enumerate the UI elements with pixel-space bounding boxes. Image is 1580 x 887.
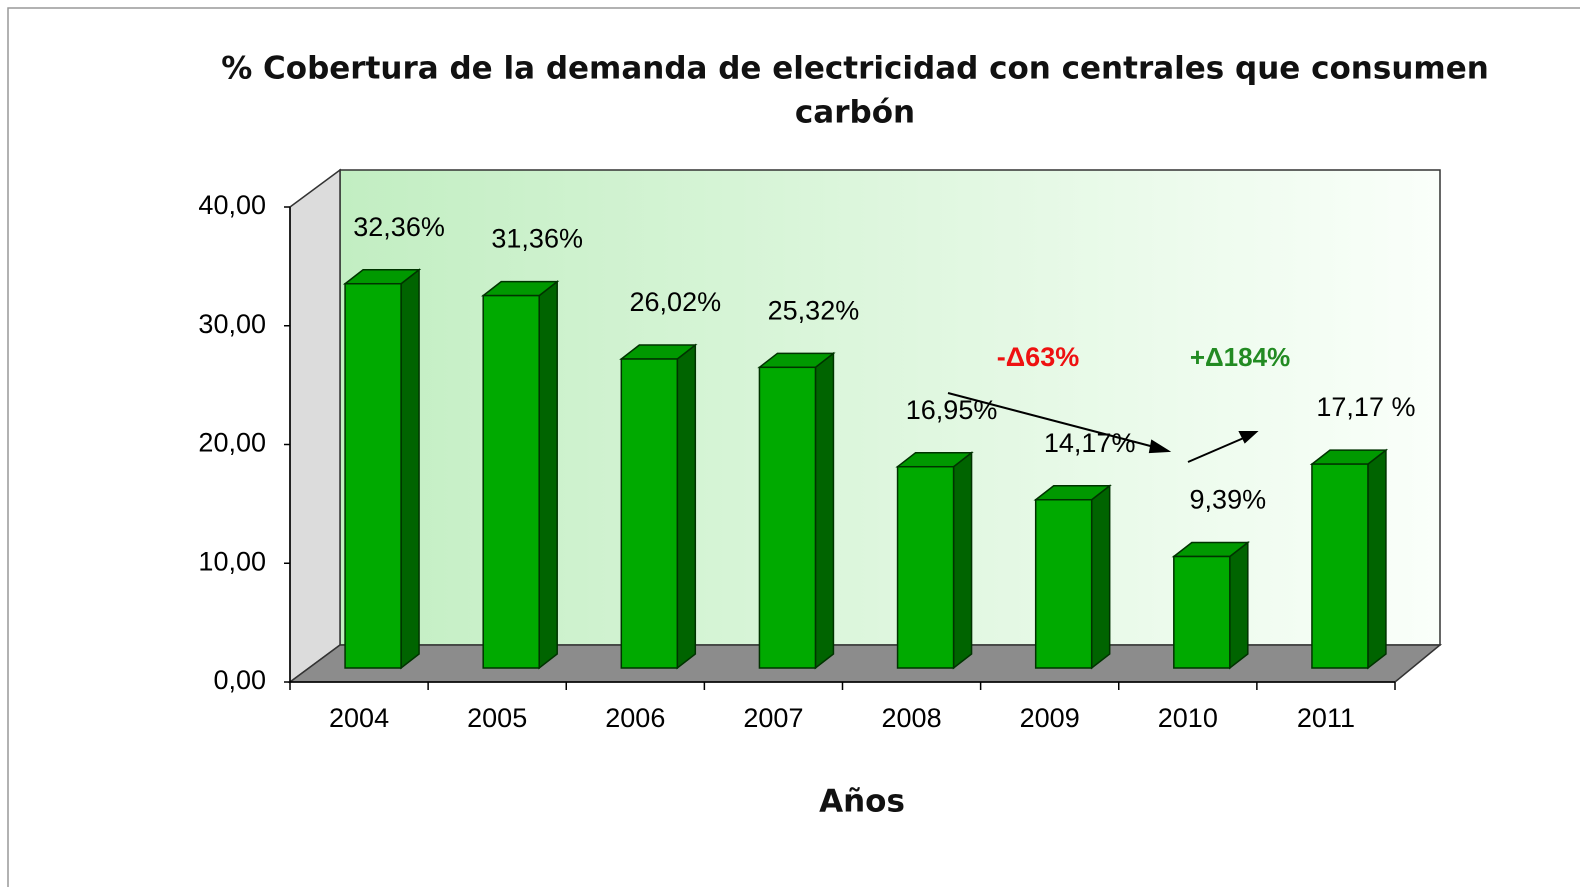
bar bbox=[896, 465, 955, 669]
bar bbox=[1173, 555, 1231, 669]
x-tick-label: 2007 bbox=[743, 703, 803, 733]
x-tick-label: 2008 bbox=[882, 703, 942, 733]
side-wall bbox=[289, 168, 341, 684]
data-label: 32,36% bbox=[353, 212, 445, 242]
x-tick-label: 2006 bbox=[605, 703, 665, 733]
y-tick-label: 40,00 bbox=[198, 190, 266, 220]
bar bbox=[758, 366, 817, 669]
data-label: 17,17 % bbox=[1316, 392, 1415, 422]
bar-side bbox=[400, 268, 420, 670]
bar-side bbox=[538, 280, 558, 670]
y-tick-label: 10,00 bbox=[198, 546, 266, 576]
x-tick-label: 2009 bbox=[1020, 703, 1080, 733]
floor bbox=[287, 644, 1443, 683]
data-label: 16,95% bbox=[906, 395, 998, 425]
trend-arrows bbox=[947, 392, 1259, 463]
data-label: 26,02% bbox=[630, 287, 722, 317]
bar-side bbox=[814, 351, 835, 670]
data-label: 14,17% bbox=[1044, 428, 1136, 458]
x-axis-label: Años bbox=[819, 784, 905, 820]
bar-side bbox=[1229, 540, 1249, 670]
bar-side bbox=[952, 451, 973, 670]
bar bbox=[1311, 463, 1369, 669]
bar bbox=[620, 358, 679, 669]
y-tick-label: 20,00 bbox=[198, 428, 266, 458]
y-tick-label: 30,00 bbox=[198, 309, 266, 339]
chart-title: carbón bbox=[795, 95, 915, 131]
annotation: +Δ184% bbox=[1190, 342, 1290, 372]
data-label: 9,39% bbox=[1190, 485, 1267, 515]
bar-side bbox=[1367, 448, 1387, 670]
annotation: -Δ63% bbox=[997, 342, 1079, 372]
data-label: 25,32% bbox=[768, 295, 860, 325]
x-tick-label: 2011 bbox=[1297, 703, 1355, 733]
bar bbox=[1034, 498, 1093, 669]
bar bbox=[482, 294, 540, 669]
data-label: 31,36% bbox=[491, 224, 583, 254]
x-tick-label: 2004 bbox=[329, 703, 389, 733]
bar-side bbox=[676, 343, 697, 670]
bar-side bbox=[1090, 484, 1111, 670]
x-tick-label: 2010 bbox=[1158, 703, 1218, 733]
x-tick-label: 2005 bbox=[467, 703, 527, 733]
chart-title: % Cobertura de la demanda de electricida… bbox=[221, 51, 1489, 87]
frame bbox=[7, 7, 1580, 887]
bar bbox=[344, 282, 402, 669]
y-tick-label: 0,00 bbox=[213, 665, 266, 695]
